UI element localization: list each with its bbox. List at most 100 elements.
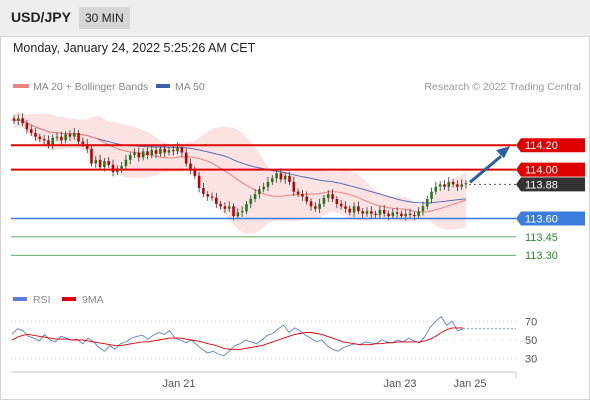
candle <box>357 201 360 215</box>
candle-body <box>232 206 235 217</box>
candle <box>352 202 356 217</box>
candle-body <box>417 211 420 217</box>
candle-body <box>369 211 373 214</box>
timeframe-button[interactable]: 30 MIN <box>79 7 130 29</box>
resistance-label: 114.20 <box>525 140 558 152</box>
candle-body <box>154 150 158 154</box>
timestamp: Monday, January 24, 2022 5:25:26 AM CET <box>13 41 256 55</box>
candle-body <box>176 147 179 152</box>
candle-body <box>29 129 33 133</box>
candle-body <box>309 201 313 207</box>
candle <box>262 182 265 193</box>
candle <box>309 198 313 211</box>
candle <box>34 127 37 141</box>
candle <box>98 154 102 171</box>
candle-body <box>365 211 369 214</box>
candle <box>60 131 63 145</box>
candle <box>408 208 412 218</box>
candle-body <box>81 141 85 144</box>
ma20-legend-swatch <box>13 84 29 88</box>
target-label: 113.30 <box>525 250 558 262</box>
candle <box>365 207 369 217</box>
ma20-line <box>13 119 467 213</box>
candle-body <box>395 212 399 214</box>
candle-body <box>357 206 360 212</box>
candle-body <box>124 159 128 166</box>
ma20-legend-label: MA 20 + Bollinger Bands <box>33 81 148 93</box>
candle <box>425 195 429 210</box>
candle-body <box>68 134 72 137</box>
candle <box>154 147 158 159</box>
candle <box>447 176 451 192</box>
candle <box>38 133 42 143</box>
candle-body <box>72 133 76 137</box>
candle-body <box>387 213 390 217</box>
candle-body <box>283 175 287 180</box>
candle-body <box>163 148 166 153</box>
candle <box>348 205 352 216</box>
candle-body <box>85 144 89 149</box>
candle <box>339 199 343 210</box>
ma50-legend-label: MA 50 <box>175 81 205 93</box>
candle <box>275 169 278 183</box>
rsi-ma-legend-swatch <box>62 297 76 301</box>
candle-body <box>460 184 463 187</box>
candle-body <box>464 183 468 185</box>
candle-body <box>361 211 364 214</box>
candle-body <box>210 196 214 198</box>
candle-body <box>171 150 175 152</box>
resistance-label: 114.00 <box>525 165 558 177</box>
candle-body <box>305 196 309 202</box>
candle <box>344 201 347 214</box>
candle-body <box>348 208 352 213</box>
x-tick-label: Jan 23 <box>383 378 416 390</box>
candle-body <box>77 133 80 142</box>
candle-body <box>430 191 433 199</box>
candle-body <box>434 186 438 192</box>
candle-body <box>236 212 240 217</box>
candle <box>443 180 446 190</box>
rsi-tick-label: 50 <box>525 335 537 347</box>
candle <box>460 179 463 190</box>
candle-body <box>288 175 291 182</box>
candle <box>421 201 425 216</box>
instrument-title: USD/JPY <box>11 9 71 25</box>
candle <box>245 200 248 215</box>
resistance-label-box <box>516 138 585 153</box>
candle <box>378 205 382 220</box>
candle-body <box>408 213 412 215</box>
rsi-legend: RSI 9MA <box>13 294 104 306</box>
candle-body <box>141 151 145 158</box>
candle-body <box>378 210 382 215</box>
candle-body <box>413 214 416 217</box>
last-price-box <box>516 177 585 192</box>
candle-body <box>400 213 403 217</box>
candle-body <box>34 133 37 137</box>
candle-body <box>189 163 192 170</box>
candle <box>206 191 210 201</box>
candle <box>361 208 364 218</box>
candle-body <box>120 166 123 169</box>
candle <box>55 132 59 141</box>
candle-body <box>266 181 270 187</box>
candle-body <box>94 159 98 164</box>
candle-body <box>322 197 326 204</box>
candle-body <box>275 173 278 179</box>
candle-body <box>240 211 244 213</box>
rsi-ma-legend-label: 9MA <box>82 294 104 306</box>
candle <box>391 208 395 220</box>
ma50-legend-swatch <box>156 84 170 88</box>
x-tick-label: Jan 21 <box>162 378 195 390</box>
candle-body <box>223 206 227 209</box>
candle-body <box>292 181 296 192</box>
candle-body <box>150 150 154 155</box>
candle <box>240 206 244 217</box>
candle-body <box>374 213 377 215</box>
candle-body <box>202 188 205 195</box>
candle <box>184 148 188 167</box>
candle <box>141 148 145 161</box>
candle <box>210 192 214 201</box>
candle-body <box>258 189 261 195</box>
candle <box>17 114 20 126</box>
